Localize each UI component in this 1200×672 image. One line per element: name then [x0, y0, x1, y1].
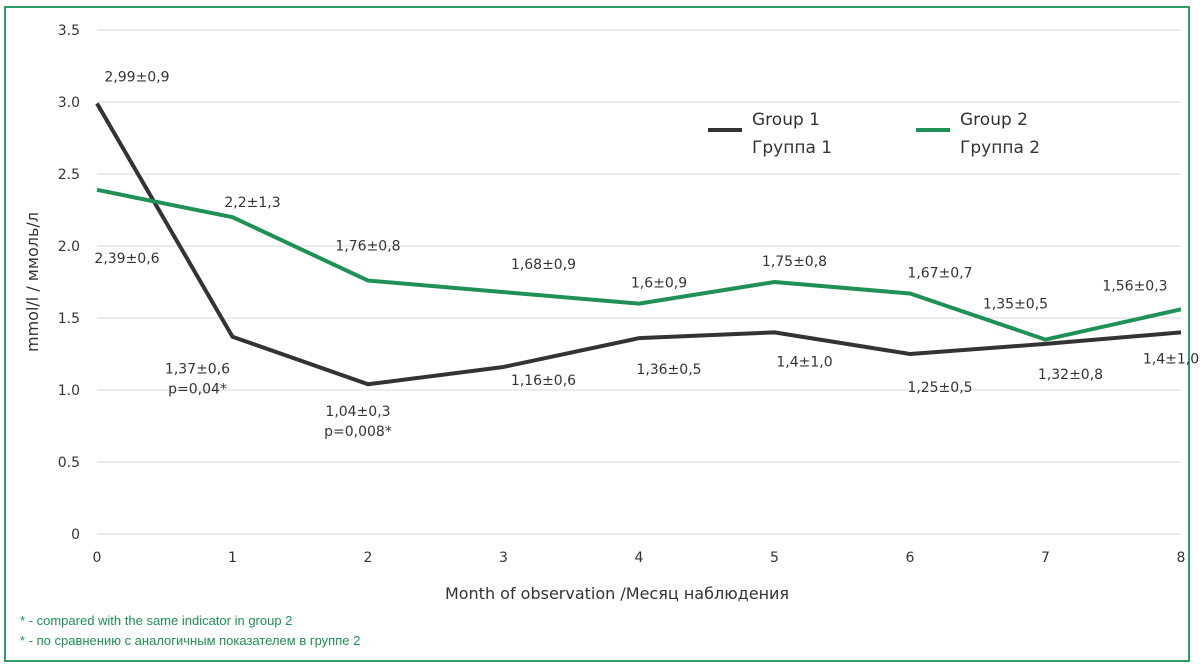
y-tick-label: 3.5 — [58, 23, 80, 39]
x-tick-label: 6 — [906, 550, 915, 566]
data-label: 1,32±0,8 — [1038, 367, 1103, 383]
y-tick-label: 2.5 — [58, 167, 80, 183]
grid-lines — [97, 29, 1181, 535]
y-tick-label: 0.5 — [58, 455, 80, 471]
x-tick-label: 2 — [364, 550, 373, 566]
data-label: 1,04±0,3 — [325, 404, 390, 420]
data-label: 1,16±0,6 — [511, 373, 576, 389]
x-tick-label: 1 — [228, 550, 237, 566]
x-tick-label: 7 — [1041, 550, 1050, 566]
x-tick-label: 5 — [770, 550, 779, 566]
data-label: 1,4±1,0 — [1143, 351, 1199, 367]
data-label: 1,68±0,9 — [511, 257, 576, 273]
data-label: 1,76±0,8 — [335, 239, 400, 255]
data-label: 2,39±0,6 — [94, 251, 159, 267]
series-lines — [95, 102, 1182, 387]
y-tick-label: 1.0 — [58, 383, 80, 399]
y-tick-label: 2.0 — [58, 239, 80, 255]
significance-label: p=0,04* — [168, 382, 227, 398]
y-tick-label: 3.0 — [58, 95, 80, 111]
legend-label-group-1: Group 1 — [752, 110, 820, 130]
data-label: 1,67±0,7 — [907, 266, 972, 282]
chart-frame — [4, 6, 1190, 662]
legend-label-group-2: Group 2 — [960, 110, 1028, 130]
y-tick-label: 0 — [71, 527, 80, 543]
data-label: 1,25±0,5 — [907, 380, 972, 396]
data-label: 2,99±0,9 — [104, 69, 169, 85]
significance-label: p=0,008* — [324, 424, 392, 440]
footnote-ru: * - по сравнению с аналогичным показател… — [20, 633, 361, 648]
data-label: 1,36±0,5 — [636, 362, 701, 378]
data-labels: 2,99±0,9 1,37±0,6 p=0,04* 1,04±0,3 p=0,008* 1… — [94, 69, 1199, 440]
x-tick-label: 0 — [93, 550, 102, 566]
data-label: 1,37±0,6 — [165, 362, 230, 378]
legend: Group 1 Группа 1 Group 2 Группа 2 — [708, 110, 1040, 158]
data-label: 1,75±0,8 — [762, 254, 827, 270]
x-tick-labels: 0 1 2 3 4 5 6 7 8 — [93, 550, 1186, 566]
data-label: 1,35±0,5 — [983, 297, 1048, 313]
x-tick-label: 3 — [499, 550, 508, 566]
y-tick-labels: 0 0.5 1.0 1.5 2.0 2.5 3.0 3.5 — [58, 23, 80, 543]
y-axis-title: mmol/l / ммоль/л — [23, 212, 42, 352]
legend-label-group-2-ru: Группа 2 — [960, 138, 1040, 158]
x-tick-label: 4 — [635, 550, 644, 566]
legend-label-group-1-ru: Группа 1 — [752, 138, 832, 158]
data-label: 2,2±1,3 — [224, 195, 280, 211]
y-tick-label: 1.5 — [58, 311, 80, 327]
x-tick-label: 8 — [1177, 550, 1186, 566]
series-line-group-2 — [96, 187, 1182, 342]
data-label: 1,6±0,9 — [631, 276, 687, 292]
data-label: 1,4±1,0 — [776, 354, 832, 370]
x-axis-title: Month of observation /Месяц наблюдения — [445, 584, 789, 603]
series-line-group-1 — [95, 102, 1182, 387]
data-label: 1,56±0,3 — [1102, 278, 1167, 294]
footnote-en: * - compared with the same indicator in … — [20, 613, 293, 628]
